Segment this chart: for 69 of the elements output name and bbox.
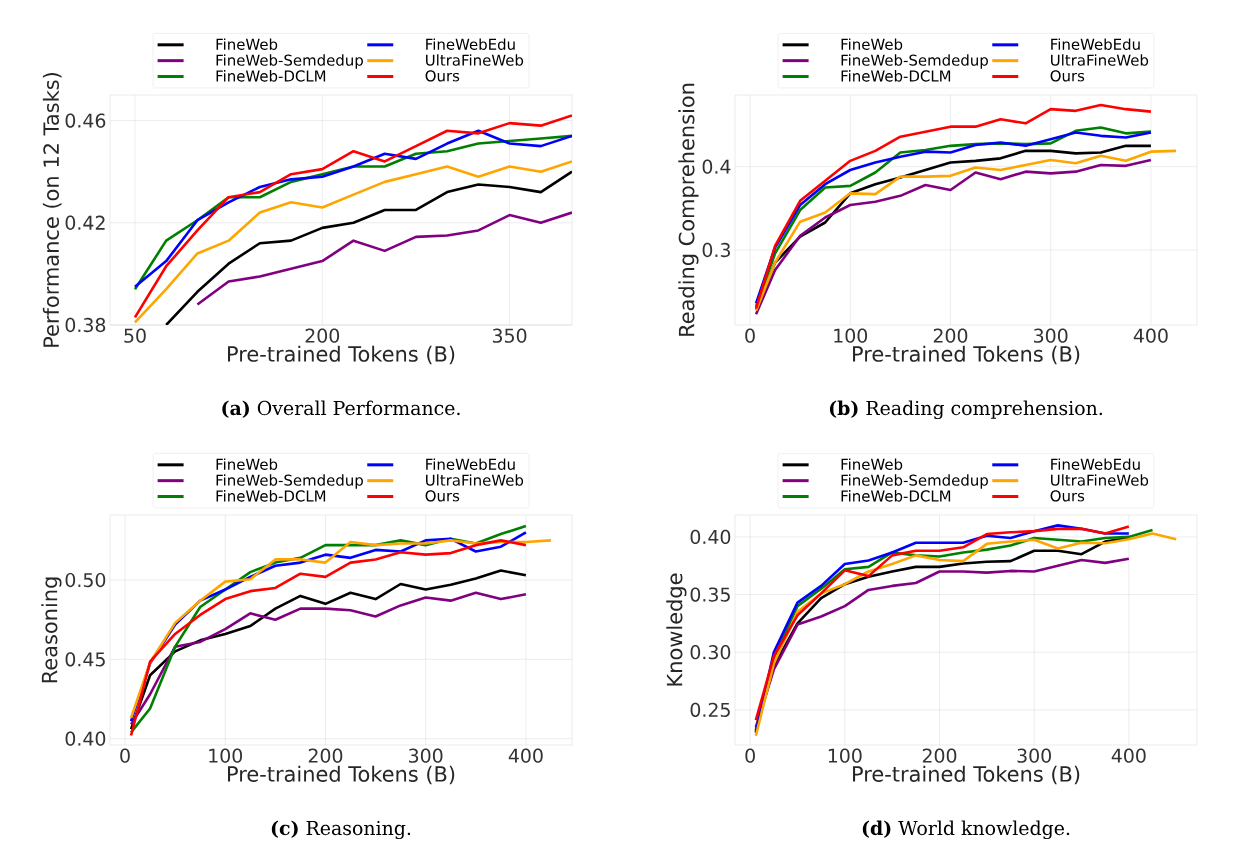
legend-label: FineWeb bbox=[841, 458, 903, 470]
legend-label: UltraFineWeb bbox=[426, 54, 524, 66]
y-tick-label: 0.30 bbox=[690, 645, 731, 660]
text: (c) Reasoning. bbox=[271, 820, 411, 840]
x-tick-label: 50 bbox=[124, 328, 146, 343]
text: (a) Overall Performance. bbox=[222, 400, 460, 418]
legend-label: FineWeb-Semdedup bbox=[216, 54, 363, 69]
text: (d) World knowledge. bbox=[862, 820, 1070, 840]
x-tick-label: 200 bbox=[922, 748, 957, 763]
x-tick-label: 100 bbox=[828, 748, 862, 763]
x-tick-label: 400 bbox=[508, 748, 543, 763]
y-axis-title: Reading Comprehension bbox=[678, 83, 699, 336]
legend-label: FineWeb-DCLM bbox=[841, 490, 951, 502]
x-axis-title: Pre-trained Tokens (B) bbox=[853, 765, 1080, 785]
y-tick-label: 0.3 bbox=[702, 242, 730, 258]
legend-label: FineWeb-DCLM bbox=[216, 70, 326, 82]
legend-label: FineWeb-DCLM bbox=[841, 70, 951, 82]
y-tick-label: 0.38 bbox=[65, 317, 106, 333]
x-axis-title: Pre-trained Tokens (B) bbox=[228, 345, 455, 365]
x-tick-label: 200 bbox=[933, 328, 968, 343]
legend-label: FineWebEdu bbox=[426, 38, 515, 50]
text: (b) Reading comprehension. bbox=[829, 400, 1103, 420]
x-tick-label: 0 bbox=[745, 748, 755, 763]
legend-label: FineWeb bbox=[216, 458, 278, 470]
legend-label: FineWeb-DCLM bbox=[216, 490, 326, 502]
x-tick-label: 300 bbox=[1034, 328, 1068, 343]
legend-label: FineWeb-Semdedup bbox=[841, 474, 988, 489]
legend-label: FineWeb-Semdedup bbox=[216, 474, 363, 489]
y-tick-label: 0.40 bbox=[690, 529, 731, 545]
y-axis-title: Reasoning bbox=[41, 577, 62, 683]
line-series bbox=[133, 114, 572, 319]
x-tick-label: 300 bbox=[409, 748, 443, 763]
x-tick-label: 0 bbox=[745, 328, 755, 343]
legend-label: Ours bbox=[1050, 70, 1085, 82]
y-tick-label: 0.4 bbox=[702, 159, 731, 174]
legend-label: UltraFineWeb bbox=[426, 474, 524, 486]
y-tick-label: 0.40 bbox=[65, 731, 106, 746]
legend-label: FineWeb bbox=[841, 38, 903, 50]
y-tick-label: 0.46 bbox=[65, 113, 106, 128]
y-tick-label: 0.25 bbox=[690, 702, 730, 717]
legend-label: FineWebEdu bbox=[426, 458, 515, 470]
y-axis-title: Knowledge bbox=[666, 573, 687, 686]
legend-label: Ours bbox=[425, 70, 460, 82]
y-tick-label: 0.45 bbox=[65, 652, 105, 667]
legend-label: UltraFineWeb bbox=[1051, 474, 1149, 486]
y-tick-label: 0.35 bbox=[690, 587, 730, 602]
legend-label: Ours bbox=[1050, 490, 1085, 502]
legend-label: FineWebEdu bbox=[1051, 38, 1140, 50]
y-axis-title: Performance (on 12 Tasks) bbox=[42, 73, 62, 347]
x-tick-label: 100 bbox=[209, 748, 243, 763]
x-tick-label: 350 bbox=[492, 328, 527, 343]
x-tick-label: 100 bbox=[834, 328, 868, 343]
x-axis-title: Pre-trained Tokens (B) bbox=[228, 765, 455, 785]
x-tick-label: 300 bbox=[1017, 748, 1051, 763]
legend-label: UltraFineWeb bbox=[1051, 54, 1149, 66]
x-axis-title: Pre-trained Tokens (B) bbox=[853, 345, 1080, 365]
legend-label: FineWeb-Semdedup bbox=[841, 54, 988, 69]
legend-label: FineWeb bbox=[216, 38, 278, 50]
x-tick-label: 400 bbox=[1111, 748, 1146, 763]
y-tick-label: 0.50 bbox=[65, 572, 106, 588]
line-series bbox=[196, 211, 572, 306]
x-tick-label: 0 bbox=[120, 748, 130, 763]
x-tick-label: 200 bbox=[305, 328, 340, 343]
x-tick-label: 200 bbox=[308, 748, 343, 763]
x-tick-label: 400 bbox=[1133, 328, 1168, 343]
legend-label: FineWebEdu bbox=[1051, 458, 1140, 470]
y-tick-label: 0.42 bbox=[65, 215, 105, 230]
legend-label: Ours bbox=[425, 490, 460, 502]
line-series bbox=[129, 591, 528, 726]
